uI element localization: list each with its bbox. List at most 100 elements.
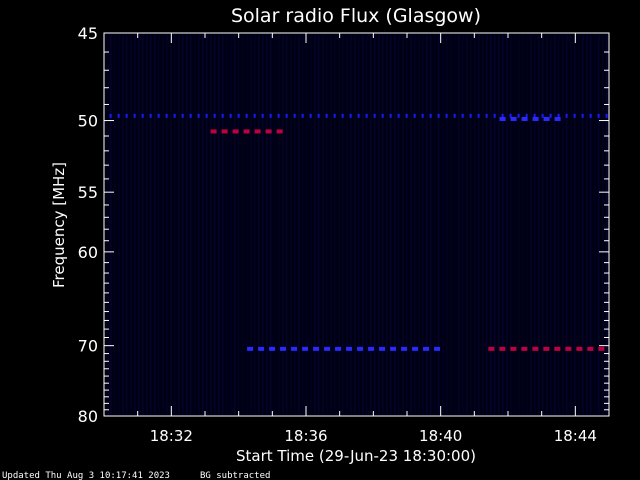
noise-stripe xyxy=(234,35,236,414)
noise-stripe xyxy=(106,35,108,414)
band-segment xyxy=(576,346,583,351)
band-segment xyxy=(253,113,256,118)
band-segment xyxy=(245,113,248,118)
band-segment xyxy=(313,346,320,351)
band-segment xyxy=(269,113,272,118)
noise-stripe xyxy=(146,35,148,414)
noise-stripe xyxy=(362,35,364,414)
band-segment xyxy=(117,113,120,118)
band-segment xyxy=(499,116,506,121)
band-segment xyxy=(293,113,296,118)
noise-stripe xyxy=(294,35,296,414)
noise-stripe xyxy=(222,35,224,414)
band-segment xyxy=(587,346,594,351)
noise-stripe xyxy=(554,35,556,414)
noise-stripe xyxy=(290,35,292,414)
y-tick-label: 60 xyxy=(78,243,98,262)
noise-stripe xyxy=(434,35,436,414)
band-segment xyxy=(277,113,280,118)
band-segment xyxy=(232,129,239,134)
noise-stripe xyxy=(198,35,200,414)
noise-stripe xyxy=(338,35,340,414)
band-segment xyxy=(291,346,298,351)
band-segment xyxy=(381,113,384,118)
noise-stripe xyxy=(462,35,464,414)
noise-stripe xyxy=(410,35,412,414)
noise-stripe xyxy=(114,35,116,414)
x-tick-label: 18:40 xyxy=(419,427,462,445)
noise-stripe xyxy=(526,35,528,414)
noise-stripe xyxy=(522,35,524,414)
noise-stripe xyxy=(438,35,440,414)
band-segment xyxy=(335,346,342,351)
noise-stripe xyxy=(286,35,288,414)
noise-stripe xyxy=(514,35,516,414)
noise-stripe xyxy=(534,35,536,414)
noise-stripe xyxy=(194,35,196,414)
noise-stripe xyxy=(498,35,500,414)
band-segment xyxy=(557,113,560,118)
band-segment xyxy=(437,113,440,118)
noise-stripe xyxy=(590,35,592,414)
band-segment xyxy=(237,113,240,118)
y-axis-label: Frequency [MHz] xyxy=(50,162,68,288)
noise-stripe xyxy=(562,35,564,414)
noise-stripe xyxy=(394,35,396,414)
band-segment xyxy=(543,116,550,121)
band-segment xyxy=(541,113,544,118)
noise-stripe xyxy=(206,35,208,414)
noise-stripe xyxy=(530,35,532,414)
noise-stripe xyxy=(510,35,512,414)
noise-stripe xyxy=(266,35,268,414)
noise-stripe xyxy=(354,35,356,414)
noise-stripe xyxy=(502,35,504,414)
noise-stripe xyxy=(538,35,540,414)
noise-stripe xyxy=(322,35,324,414)
band-segment xyxy=(333,113,336,118)
band-segment xyxy=(510,346,517,351)
noise-stripe xyxy=(426,35,428,414)
noise-stripe xyxy=(210,35,212,414)
noise-stripe xyxy=(494,35,496,414)
noise-stripe xyxy=(242,35,244,414)
band-segment xyxy=(469,113,472,118)
chart-title: Solar radio Flux (Glasgow) xyxy=(231,5,481,27)
band-segment xyxy=(165,113,168,118)
noise-stripe xyxy=(190,35,192,414)
band-segment xyxy=(405,113,408,118)
band-segment xyxy=(346,346,353,351)
noise-stripe xyxy=(594,35,596,414)
band-segment xyxy=(261,113,264,118)
noise-stripe xyxy=(118,35,120,414)
noise-stripe xyxy=(386,35,388,414)
band-segment xyxy=(605,113,608,118)
noise-stripe xyxy=(230,35,232,414)
background-subtracted-note: BG subtracted xyxy=(200,471,270,480)
band-segment xyxy=(269,346,276,351)
noise-stripe xyxy=(150,35,152,414)
noise-stripe xyxy=(558,35,560,414)
band-segment xyxy=(565,346,572,351)
noise-stripe xyxy=(134,35,136,414)
band-segment xyxy=(265,129,272,134)
noise-stripe xyxy=(350,35,352,414)
band-segment xyxy=(213,113,216,118)
noise-stripe xyxy=(570,35,572,414)
band-segment xyxy=(280,346,287,351)
noise-stripe xyxy=(422,35,424,414)
noise-stripe xyxy=(214,35,216,414)
band-segment xyxy=(302,346,309,351)
noise-stripe xyxy=(414,35,416,414)
noise-stripe xyxy=(126,35,128,414)
band-segment xyxy=(324,346,331,351)
y-axis: 45 50 55 60 70 80 xyxy=(78,24,609,426)
band-segment xyxy=(210,129,217,134)
noise-stripe xyxy=(482,35,484,414)
band-segment xyxy=(247,346,254,351)
updated-timestamp: Updated Thu Aug 3 10:17:41 2023 xyxy=(2,471,170,480)
noise-stripe xyxy=(218,35,220,414)
band-segment xyxy=(543,346,550,351)
band-segment xyxy=(509,113,512,118)
noise-stripe xyxy=(546,35,548,414)
noise-stripe xyxy=(542,35,544,414)
